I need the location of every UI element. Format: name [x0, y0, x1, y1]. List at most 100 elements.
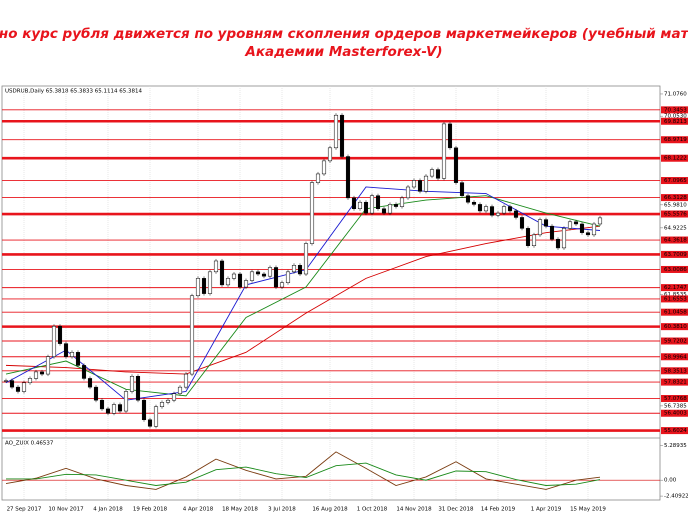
x-tick-label: 1 Oct 2018: [357, 507, 388, 513]
candle-body: [51, 325, 57, 357]
level-label-box: [661, 337, 688, 345]
candle-body: [591, 223, 597, 236]
level-label: 69.8213: [664, 119, 687, 125]
candle-body: [87, 378, 93, 388]
candle-body: [195, 278, 201, 297]
level-label-box: [661, 353, 688, 361]
candle-body: [189, 295, 195, 375]
candle-body: [105, 408, 111, 414]
candle-body: [399, 197, 405, 207]
candle-body: [315, 173, 321, 183]
candle-body: [273, 267, 279, 288]
level-label-box: [661, 427, 688, 435]
level-label: 66.3128: [664, 195, 687, 201]
candle-body: [537, 219, 543, 236]
candle-body: [477, 204, 483, 212]
candle-body: [207, 271, 213, 294]
candle-body: [99, 399, 105, 410]
level-label-box: [661, 250, 688, 258]
candle-body: [267, 267, 273, 277]
moving-average: [5, 225, 601, 375]
candle-body: [75, 352, 81, 366]
level-label: 67.0965: [664, 178, 687, 184]
level-label-box: [661, 117, 688, 125]
level-label-box: [661, 378, 688, 386]
candle-body: [285, 271, 291, 283]
level-label: 57.0768: [664, 396, 687, 402]
candle-body: [153, 406, 159, 427]
candle-body: [369, 195, 375, 214]
level-label: 61.6553: [664, 296, 687, 302]
x-tick-label: 10 Nov 2017: [48, 507, 84, 513]
candle-body: [525, 228, 531, 246]
level-label: 57.8321: [664, 380, 687, 386]
level-label-box: [661, 194, 688, 202]
candle-body: [249, 271, 255, 281]
level-label: 59.7202: [664, 339, 687, 345]
candle-body: [435, 169, 441, 179]
candle-body: [243, 280, 249, 288]
candle-body: [561, 228, 567, 249]
candle-body: [81, 365, 87, 379]
candle-body: [597, 217, 603, 225]
candle-body: [357, 201, 363, 209]
y-tick-label: 65.9810: [664, 202, 687, 208]
candle-body: [309, 182, 315, 244]
level-label: 70.3453: [664, 107, 687, 113]
chart-title: Реально курс рубля движется по уровням с…: [0, 26, 688, 42]
level-label-box: [661, 409, 688, 417]
candle-body: [111, 404, 117, 414]
candle-body: [441, 123, 447, 179]
x-tick-label: 15 May 2019: [570, 507, 606, 513]
level-label: 65.5576: [664, 212, 687, 218]
level-label: 62.1747: [664, 285, 687, 291]
x-tick-label: 4 Jan 2018: [93, 507, 123, 513]
candle-body: [39, 371, 45, 375]
level-label: 60.3810: [664, 324, 687, 330]
candle-body: [15, 386, 21, 392]
candle-body: [69, 352, 75, 357]
candle-body: [495, 212, 501, 216]
candle-body: [321, 160, 327, 175]
candle-body: [21, 382, 27, 392]
candle-body: [405, 186, 411, 199]
plot-frame: [1, 85, 661, 501]
y-tick-label: 70.0530: [664, 114, 687, 120]
candle-body: [231, 273, 237, 279]
candle-body: [489, 206, 495, 216]
candle-body: [393, 204, 399, 207]
level-label: 58.3513: [664, 368, 687, 374]
candle-body: [429, 169, 435, 177]
candle-body: [159, 402, 165, 407]
y-tick-label: 61.8535: [664, 292, 687, 298]
level-label: 56.4003: [664, 411, 687, 417]
candle-body: [9, 380, 15, 388]
candle-body: [339, 114, 345, 157]
candle-body: [57, 325, 63, 344]
y-tick-label: 71.0760: [664, 91, 687, 97]
candle-body: [363, 201, 369, 214]
level-label: 68.9719: [664, 137, 687, 143]
level-label-box: [661, 154, 688, 162]
level-label-box: [661, 323, 688, 331]
level-label: 63.7009: [664, 252, 687, 258]
candle-body: [135, 376, 141, 401]
level-label-box: [661, 236, 688, 244]
x-tick-label: 1 Apr 2019: [531, 507, 562, 513]
candle-body: [147, 419, 153, 427]
level-label: 55.6024: [664, 428, 687, 434]
candle-body: [387, 204, 393, 214]
x-tick-label: 16 Aug 2018: [312, 507, 348, 513]
candle-body: [141, 399, 147, 421]
candle-body: [225, 278, 231, 286]
candle-body: [33, 371, 39, 379]
level-label: 68.1222: [664, 156, 687, 162]
candle-body: [555, 238, 561, 249]
candle-body: [219, 260, 225, 286]
moving-average: [5, 186, 601, 401]
candle-body: [381, 208, 387, 214]
candle-body: [459, 182, 465, 196]
candle-body: [183, 373, 189, 388]
candle-body: [63, 343, 69, 357]
